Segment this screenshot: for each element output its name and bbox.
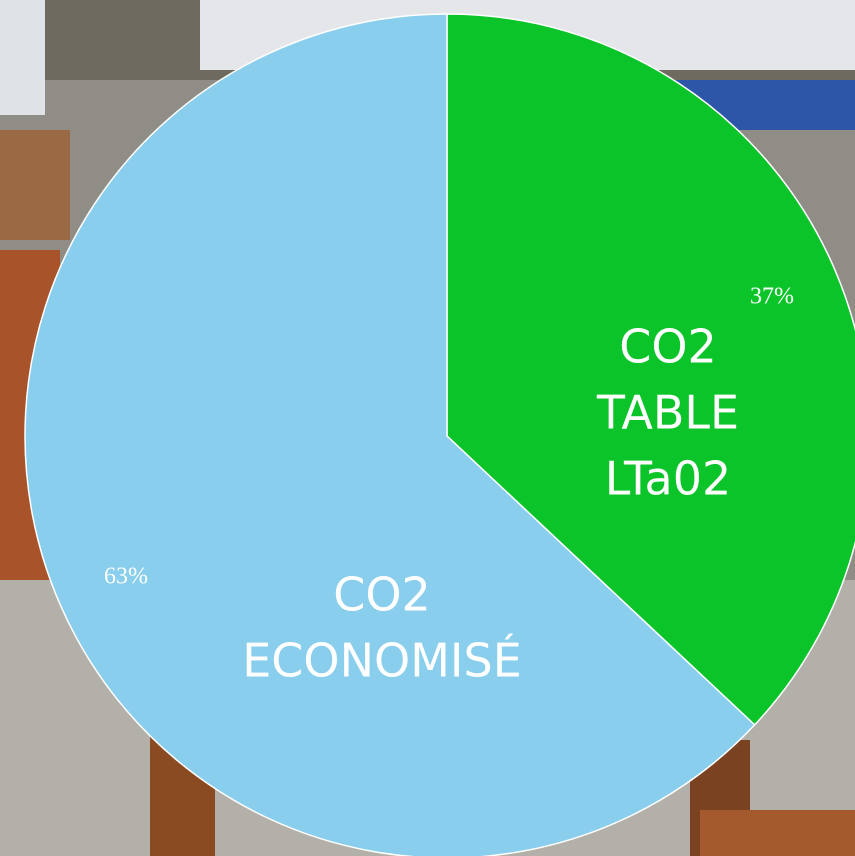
slice-label: CO2 <box>619 320 717 374</box>
page: CO2TABLELTa0237%CO2ECONOMISÉ63% (() => {… <box>0 0 855 856</box>
slice-label: LTa02 <box>605 452 732 506</box>
slice-label: TABLE <box>596 386 739 440</box>
slice-label: CO2 <box>333 568 431 622</box>
chart: CO2 TABLE LTa02 37% CO2 ECONOMISÉ 63% <box>0 0 855 856</box>
pie: CO2 TABLE LTa02 37% CO2 ECONOMISÉ 63% <box>25 14 855 856</box>
value-label: 63% <box>104 564 148 590</box>
slice-label: ECONOMISÉ <box>242 634 522 688</box>
value-label: 37% <box>750 284 794 310</box>
